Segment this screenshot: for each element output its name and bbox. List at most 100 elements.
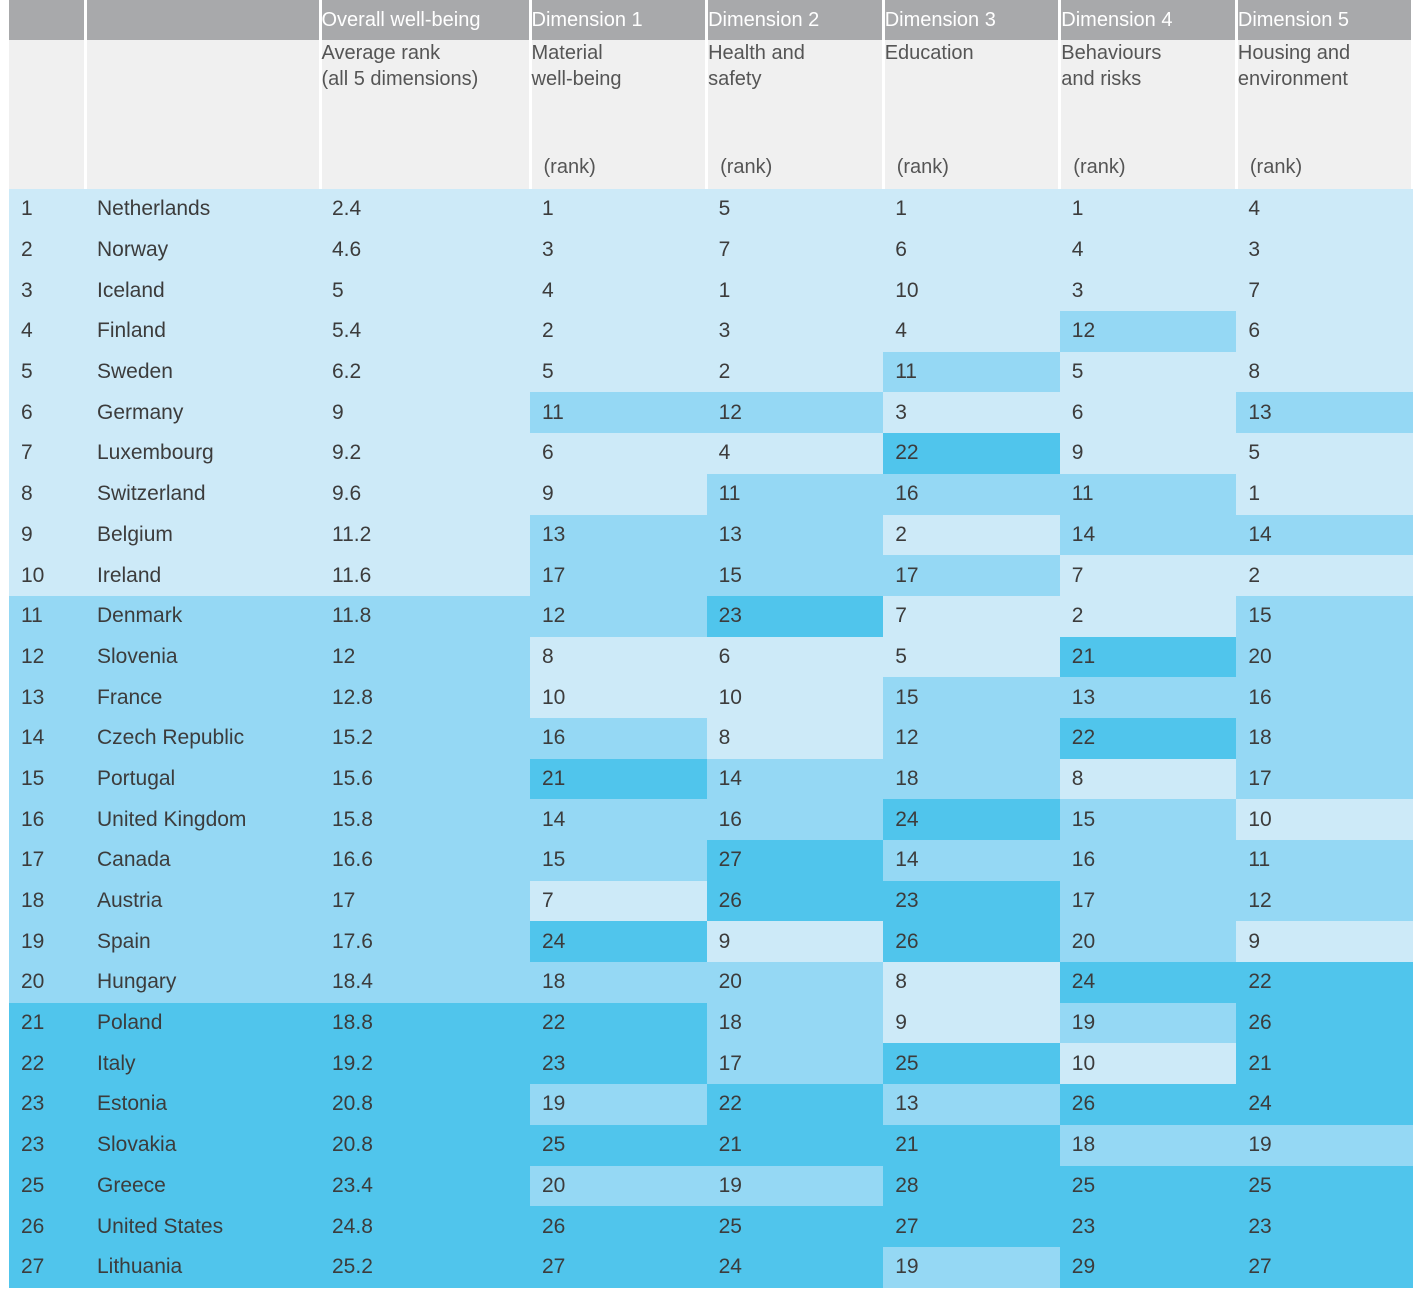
average-rank-cell: 5 bbox=[320, 270, 530, 312]
table-row: 1 Netherlands 2.4 1 5 1 1 4 bbox=[9, 189, 1413, 230]
dimension-2-cell: 3 bbox=[706, 311, 884, 352]
dimension-3-cell: 14 bbox=[883, 840, 1060, 881]
country-cell: Iceland bbox=[85, 270, 320, 312]
dimension-3-cell: 21 bbox=[883, 1124, 1060, 1166]
country-cell: Estonia bbox=[85, 1084, 320, 1125]
dimension-3-cell: 26 bbox=[883, 921, 1060, 963]
dimension-2-cell: 17 bbox=[706, 1043, 884, 1085]
dimension-4-cell: 8 bbox=[1059, 758, 1237, 800]
dimension-2-cell: 9 bbox=[706, 921, 884, 963]
dimension-5-cell: 20 bbox=[1236, 636, 1413, 678]
average-rank-cell: 16.6 bbox=[320, 840, 530, 881]
average-rank-cell: 15.6 bbox=[320, 758, 530, 800]
dimension-2-cell: 19 bbox=[706, 1165, 884, 1207]
well-being-rank-table: Overall well-being Dimension 1 Dimension… bbox=[9, 0, 1415, 1288]
dimension-1-cell: 19 bbox=[530, 1084, 707, 1125]
dimension-4-cell: 1 bbox=[1059, 189, 1237, 230]
header-unit-dim4: (rank) bbox=[1073, 156, 1126, 178]
header-row-top: Overall well-being Dimension 1 Dimension… bbox=[9, 0, 1415, 40]
header-top-overall: Overall well-being bbox=[320, 0, 532, 40]
country-cell: United States bbox=[85, 1206, 320, 1247]
country-cell: United Kingdom bbox=[85, 799, 320, 840]
dimension-5-cell: 23 bbox=[1236, 1206, 1413, 1247]
rank-cell: 27 bbox=[9, 1246, 85, 1288]
average-rank-cell: 18.8 bbox=[320, 1002, 530, 1044]
dimension-1-cell: 3 bbox=[530, 229, 707, 271]
rank-cell: 3 bbox=[9, 270, 85, 312]
average-rank-cell: 20.8 bbox=[320, 1084, 530, 1125]
dimension-5-cell: 26 bbox=[1236, 1002, 1413, 1044]
header-unit-dim3: (rank) bbox=[896, 156, 949, 178]
dimension-5-cell: 17 bbox=[1236, 758, 1413, 800]
country-cell: Lithuania bbox=[85, 1246, 320, 1288]
country-cell: Czech Republic bbox=[85, 717, 320, 759]
dimension-4-cell: 9 bbox=[1059, 433, 1237, 474]
dimension-3-cell: 7 bbox=[883, 595, 1060, 637]
dimension-2-cell: 4 bbox=[706, 433, 884, 474]
dimension-2-cell: 23 bbox=[706, 595, 884, 637]
rank-cell: 17 bbox=[9, 840, 85, 881]
table-row: 6 Germany 9 11 12 3 6 13 bbox=[9, 392, 1413, 434]
dimension-1-cell: 15 bbox=[530, 840, 707, 881]
header-desc-dim4: Behaviours and risks (rank) bbox=[1059, 40, 1238, 189]
header-unit-dim5: (rank) bbox=[1249, 156, 1303, 178]
dimension-3-cell: 19 bbox=[883, 1246, 1060, 1288]
dimension-5-cell: 12 bbox=[1236, 880, 1413, 922]
rank-cell: 11 bbox=[9, 595, 85, 637]
dimension-2-cell: 2 bbox=[706, 351, 884, 393]
dimension-5-cell: 19 bbox=[1236, 1124, 1413, 1166]
country-cell: Germany bbox=[85, 392, 320, 434]
table-row: 19 Spain 17.6 24 9 26 20 9 bbox=[9, 921, 1413, 963]
dimension-1-cell: 7 bbox=[530, 880, 707, 922]
table-row: 18 Austria 17 7 26 23 17 12 bbox=[9, 880, 1413, 922]
country-cell: Italy bbox=[85, 1043, 320, 1085]
dimension-1-cell: 22 bbox=[530, 1002, 707, 1044]
dimension-1-cell: 14 bbox=[530, 799, 707, 840]
header-desc-dim5: Housing and environment (rank) bbox=[1236, 40, 1415, 189]
header-top-dim1: Dimension 1 bbox=[530, 0, 709, 40]
dimension-1-cell: 8 bbox=[530, 636, 707, 678]
header-desc-overall: Average rank (all 5 dimensions) bbox=[320, 40, 532, 189]
table-row: 23 Slovakia 20.8 25 21 21 18 19 bbox=[9, 1124, 1413, 1166]
dimension-2-cell: 13 bbox=[706, 514, 884, 556]
header-desc-dim1: Material well-being (rank) bbox=[530, 40, 709, 189]
dimension-4-cell: 18 bbox=[1059, 1124, 1237, 1166]
country-cell: Netherlands bbox=[85, 189, 320, 230]
dimension-2-cell: 5 bbox=[706, 189, 884, 230]
rank-cell: 14 bbox=[9, 717, 85, 759]
table-row: 14 Czech Republic 15.2 16 8 12 22 18 bbox=[9, 717, 1413, 759]
country-cell: Norway bbox=[85, 229, 320, 271]
dimension-1-cell: 21 bbox=[530, 758, 707, 800]
dimension-5-cell: 25 bbox=[1236, 1165, 1413, 1207]
dimension-5-cell: 24 bbox=[1236, 1084, 1413, 1125]
country-cell: Greece bbox=[85, 1165, 320, 1207]
header-desc-rank bbox=[9, 40, 87, 189]
dimension-3-cell: 28 bbox=[883, 1165, 1060, 1207]
table-row: 3 Iceland 5 4 1 10 3 7 bbox=[9, 270, 1413, 312]
dimension-4-cell: 23 bbox=[1059, 1206, 1237, 1247]
dimension-3-cell: 16 bbox=[883, 473, 1060, 515]
country-cell: Slovenia bbox=[85, 636, 320, 678]
dimension-3-cell: 13 bbox=[883, 1084, 1060, 1125]
header-desc-dim1-text: Material well-being bbox=[531, 42, 622, 90]
header-top-rank bbox=[9, 0, 87, 40]
dimension-4-cell: 19 bbox=[1059, 1002, 1237, 1044]
dimension-2-cell: 1 bbox=[706, 270, 884, 312]
dimension-3-cell: 3 bbox=[883, 392, 1060, 434]
rank-cell: 18 bbox=[9, 880, 85, 922]
header-desc-dim2: Health and safety (rank) bbox=[706, 40, 885, 189]
dimension-4-cell: 11 bbox=[1059, 473, 1237, 515]
header-unit-dim1: (rank) bbox=[543, 156, 596, 178]
dimension-4-cell: 14 bbox=[1059, 514, 1237, 556]
dimension-5-cell: 15 bbox=[1236, 595, 1413, 637]
dimension-3-cell: 2 bbox=[883, 514, 1060, 556]
dimension-3-cell: 23 bbox=[883, 880, 1060, 922]
dimension-3-cell: 18 bbox=[883, 758, 1060, 800]
rank-cell: 12 bbox=[9, 636, 85, 678]
average-rank-cell: 11.8 bbox=[320, 595, 530, 637]
rank-cell: 2 bbox=[9, 229, 85, 271]
rank-cell: 1 bbox=[9, 189, 85, 230]
dimension-2-cell: 15 bbox=[706, 555, 884, 596]
country-cell: Switzerland bbox=[85, 473, 320, 515]
rank-cell: 19 bbox=[9, 921, 85, 963]
